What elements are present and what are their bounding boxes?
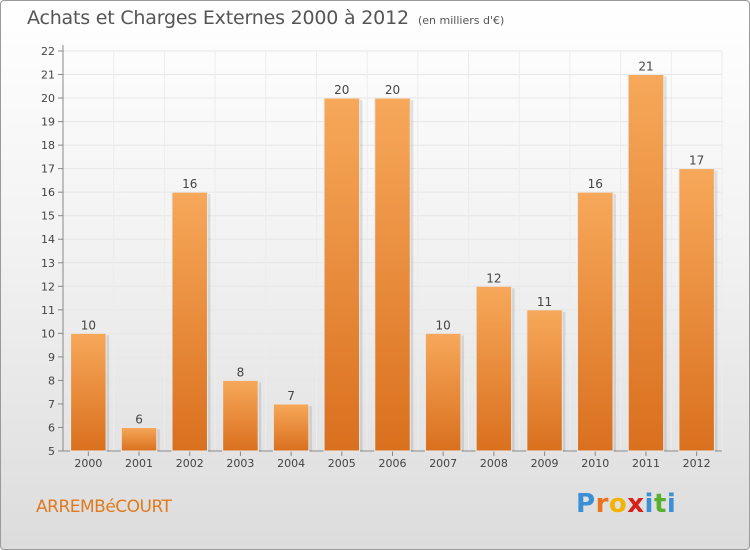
logo-letter: x bbox=[627, 489, 645, 519]
y-tick-label: 5 bbox=[48, 445, 55, 458]
bar bbox=[627, 74, 665, 452]
labels: 5 6 7 8 9 10 11 12 13 14 15 16 17 18 19 20 21 22 2000 10 200… bbox=[41, 45, 711, 470]
y-tick-label: 19 bbox=[41, 116, 55, 129]
y-tick-label: 15 bbox=[41, 210, 55, 223]
y-tick-label: 22 bbox=[41, 45, 55, 58]
bar bbox=[222, 379, 259, 452]
y-tick-label: 17 bbox=[41, 163, 55, 176]
bar bbox=[678, 168, 715, 452]
bar bbox=[475, 285, 513, 452]
data-label: 7 bbox=[287, 389, 295, 403]
x-tick-label: 2012 bbox=[683, 457, 711, 470]
logo-letter: r bbox=[595, 489, 609, 519]
commune-name: ARREMBéCOURT bbox=[36, 497, 172, 517]
y-tick-label: 18 bbox=[41, 139, 55, 152]
y-tick-label: 10 bbox=[41, 327, 55, 340]
x-tick-label: 2002 bbox=[176, 457, 204, 470]
data-label: 21 bbox=[638, 60, 653, 74]
y-tick-label: 9 bbox=[48, 351, 55, 364]
x-tick-label: 2000 bbox=[74, 457, 102, 470]
data-label: 17 bbox=[689, 154, 704, 168]
bar bbox=[171, 191, 208, 452]
x-tick-label: 2006 bbox=[379, 457, 407, 470]
y-tick-label: 12 bbox=[41, 280, 55, 293]
y-tick-label: 16 bbox=[41, 186, 55, 199]
x-tick-label: 2007 bbox=[429, 457, 457, 470]
chart-subtitle: (en milliers d'€) bbox=[418, 14, 505, 27]
y-tick-label: 13 bbox=[41, 257, 55, 270]
data-label: 6 bbox=[135, 412, 143, 426]
data-label: 20 bbox=[334, 83, 349, 97]
logo-letter: i bbox=[666, 489, 677, 519]
y-tick-label: 7 bbox=[48, 398, 55, 411]
y-tick-label: 8 bbox=[48, 374, 55, 387]
data-label: 20 bbox=[385, 83, 400, 97]
logo-letter: P bbox=[576, 489, 596, 519]
bar bbox=[577, 191, 614, 452]
data-label: 11 bbox=[537, 295, 552, 309]
x-tick-label: 2003 bbox=[226, 457, 254, 470]
data-label: 10 bbox=[81, 318, 96, 332]
x-tick-label: 2009 bbox=[531, 457, 559, 470]
bar bbox=[120, 426, 158, 452]
y-tick-label: 14 bbox=[41, 233, 55, 246]
x-tick-label: 2005 bbox=[328, 457, 356, 470]
bar bbox=[70, 332, 107, 452]
logo-letter: o bbox=[608, 489, 628, 519]
bar bbox=[526, 309, 563, 452]
x-tick-label: 2008 bbox=[480, 457, 508, 470]
data-label: 16 bbox=[182, 177, 197, 191]
logo-letter: i bbox=[644, 489, 654, 519]
bars bbox=[70, 74, 718, 452]
bar bbox=[272, 403, 310, 452]
bar bbox=[323, 97, 361, 452]
bar bbox=[374, 97, 411, 452]
x-tick-label: 2004 bbox=[277, 457, 305, 470]
chart-title: Achats et Charges Externes 2000 à 2012 bbox=[27, 7, 409, 29]
x-tick-label: 2001 bbox=[125, 457, 153, 470]
y-tick-label: 11 bbox=[41, 304, 55, 317]
logo-letter: t bbox=[653, 489, 667, 519]
y-tick-label: 20 bbox=[41, 92, 55, 105]
x-tick-label: 2010 bbox=[581, 457, 609, 470]
data-label: 10 bbox=[436, 318, 451, 332]
y-tick-label: 6 bbox=[48, 421, 55, 434]
data-label: 8 bbox=[237, 365, 245, 379]
y-tick-label: 21 bbox=[41, 69, 55, 82]
x-tick-label: 2011 bbox=[632, 457, 660, 470]
bar bbox=[424, 332, 462, 452]
proxiti-logo[interactable]: Proxiti bbox=[576, 489, 676, 519]
data-label: 16 bbox=[588, 177, 603, 191]
data-label: 12 bbox=[486, 271, 501, 285]
